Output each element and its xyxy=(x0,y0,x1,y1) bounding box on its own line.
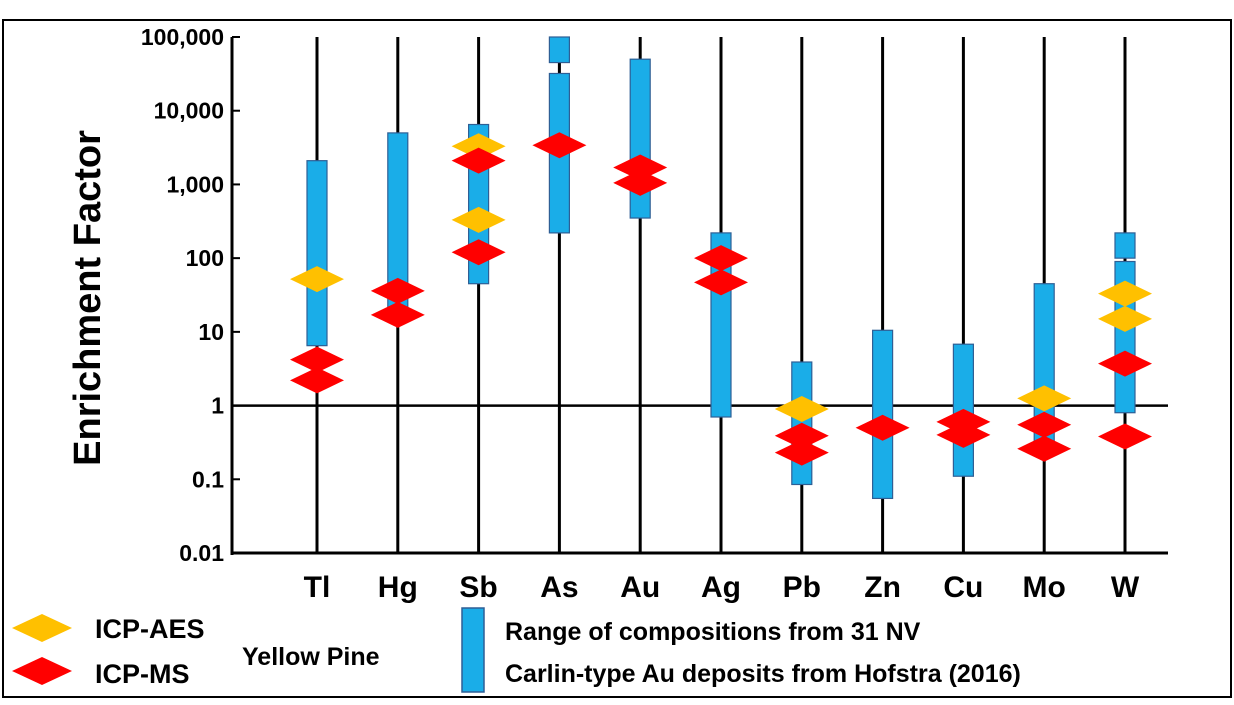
marker-icp-ms-au xyxy=(613,169,668,196)
x-tick-label-as: As xyxy=(540,571,578,604)
legend-range-swatch xyxy=(461,607,485,693)
marker-icp-ms-hg xyxy=(370,277,425,304)
x-tick-label-w: W xyxy=(1111,571,1140,604)
marker-icp-ms-pb xyxy=(774,439,829,466)
marker-icp-ms-sb xyxy=(451,239,506,266)
y-tick-label: 0.01 xyxy=(179,540,224,566)
x-tick-labels: Tl Hg Sb As Au Ag Pb Zn Cu Mo W xyxy=(304,571,1140,604)
marker-icp-aes-pb xyxy=(774,395,829,422)
y-tick-label: 1 xyxy=(211,393,224,419)
marker-icp-ms-ag xyxy=(694,245,748,272)
marker-icp-ms-w xyxy=(1098,423,1152,450)
legend-range-line1: Range of compositions from 31 NV xyxy=(505,618,921,646)
marker-icp-ms-mo xyxy=(1017,411,1072,438)
marker-icp-ms-w xyxy=(1098,350,1152,377)
data-points xyxy=(290,132,1152,466)
x-tick-label-pb: Pb xyxy=(783,571,821,604)
x-tick-label-tl: Tl xyxy=(304,571,331,604)
x-tick-label-au: Au xyxy=(620,571,660,604)
marker-icp-ms-zn xyxy=(855,414,910,441)
y-tick-label: 10 xyxy=(198,319,224,345)
marker-icp-ms-hg xyxy=(370,301,425,328)
marker-icp-aes-w xyxy=(1098,280,1152,307)
x-tick-label-mo: Mo xyxy=(1023,571,1066,604)
y-axis: 100,000 10,000 1,000 100 10 1 0.1 0.01 xyxy=(141,24,1168,566)
legend-aes-label: ICP-AES xyxy=(95,614,205,644)
y-axis-title: Enrichment Factor xyxy=(67,130,109,466)
marker-icp-aes-tl xyxy=(290,266,344,293)
range-bar-as-2 xyxy=(548,36,571,64)
legend: ICP-AES ICP-MS Yellow Pine Range of comp… xyxy=(12,607,1021,693)
y-tick-label: 100 xyxy=(186,245,224,271)
y-tick-label: 100,000 xyxy=(141,24,224,50)
marker-icp-ms-tl xyxy=(290,346,344,373)
legend-ms-marker xyxy=(12,657,72,685)
range-bar-zn xyxy=(871,329,894,500)
legend-aes-marker xyxy=(12,614,72,642)
marker-icp-aes-sb xyxy=(451,206,506,233)
y-tick-label: 10,000 xyxy=(154,98,224,124)
marker-icp-aes-mo xyxy=(1017,385,1072,412)
marker-icp-ms-pb xyxy=(774,422,829,449)
marker-icp-aes-sb xyxy=(451,133,506,160)
range-bar-tl xyxy=(306,160,328,347)
x-tick-label-zn: Zn xyxy=(864,571,901,604)
marker-icp-ms-sb xyxy=(451,147,506,174)
y-tick-label: 1,000 xyxy=(166,171,224,197)
x-tick-label-cu: Cu xyxy=(943,571,983,604)
marker-icp-ms-cu xyxy=(936,421,991,448)
x-tick-label-hg: Hg xyxy=(378,571,418,604)
marker-icp-ms-mo xyxy=(1017,435,1072,462)
figure-border xyxy=(2,19,1232,698)
x-tick-label-ag: Ag xyxy=(701,571,741,604)
legend-group-label: Yellow Pine xyxy=(242,643,380,671)
marker-icp-ms-tl xyxy=(290,367,344,394)
y-tick-label: 0.1 xyxy=(192,466,224,492)
marker-icp-ms-ag xyxy=(694,269,748,296)
x-tick-label-sb: Sb xyxy=(459,571,497,604)
marker-icp-ms-au xyxy=(613,154,668,181)
legend-ms-label: ICP-MS xyxy=(95,659,190,689)
marker-icp-aes-w xyxy=(1098,305,1152,332)
range-bar-w-2 xyxy=(1114,232,1136,259)
legend-range-line2: Carlin-type Au deposits from Hofstra (20… xyxy=(505,660,1021,688)
marker-icp-ms-as xyxy=(532,132,587,159)
